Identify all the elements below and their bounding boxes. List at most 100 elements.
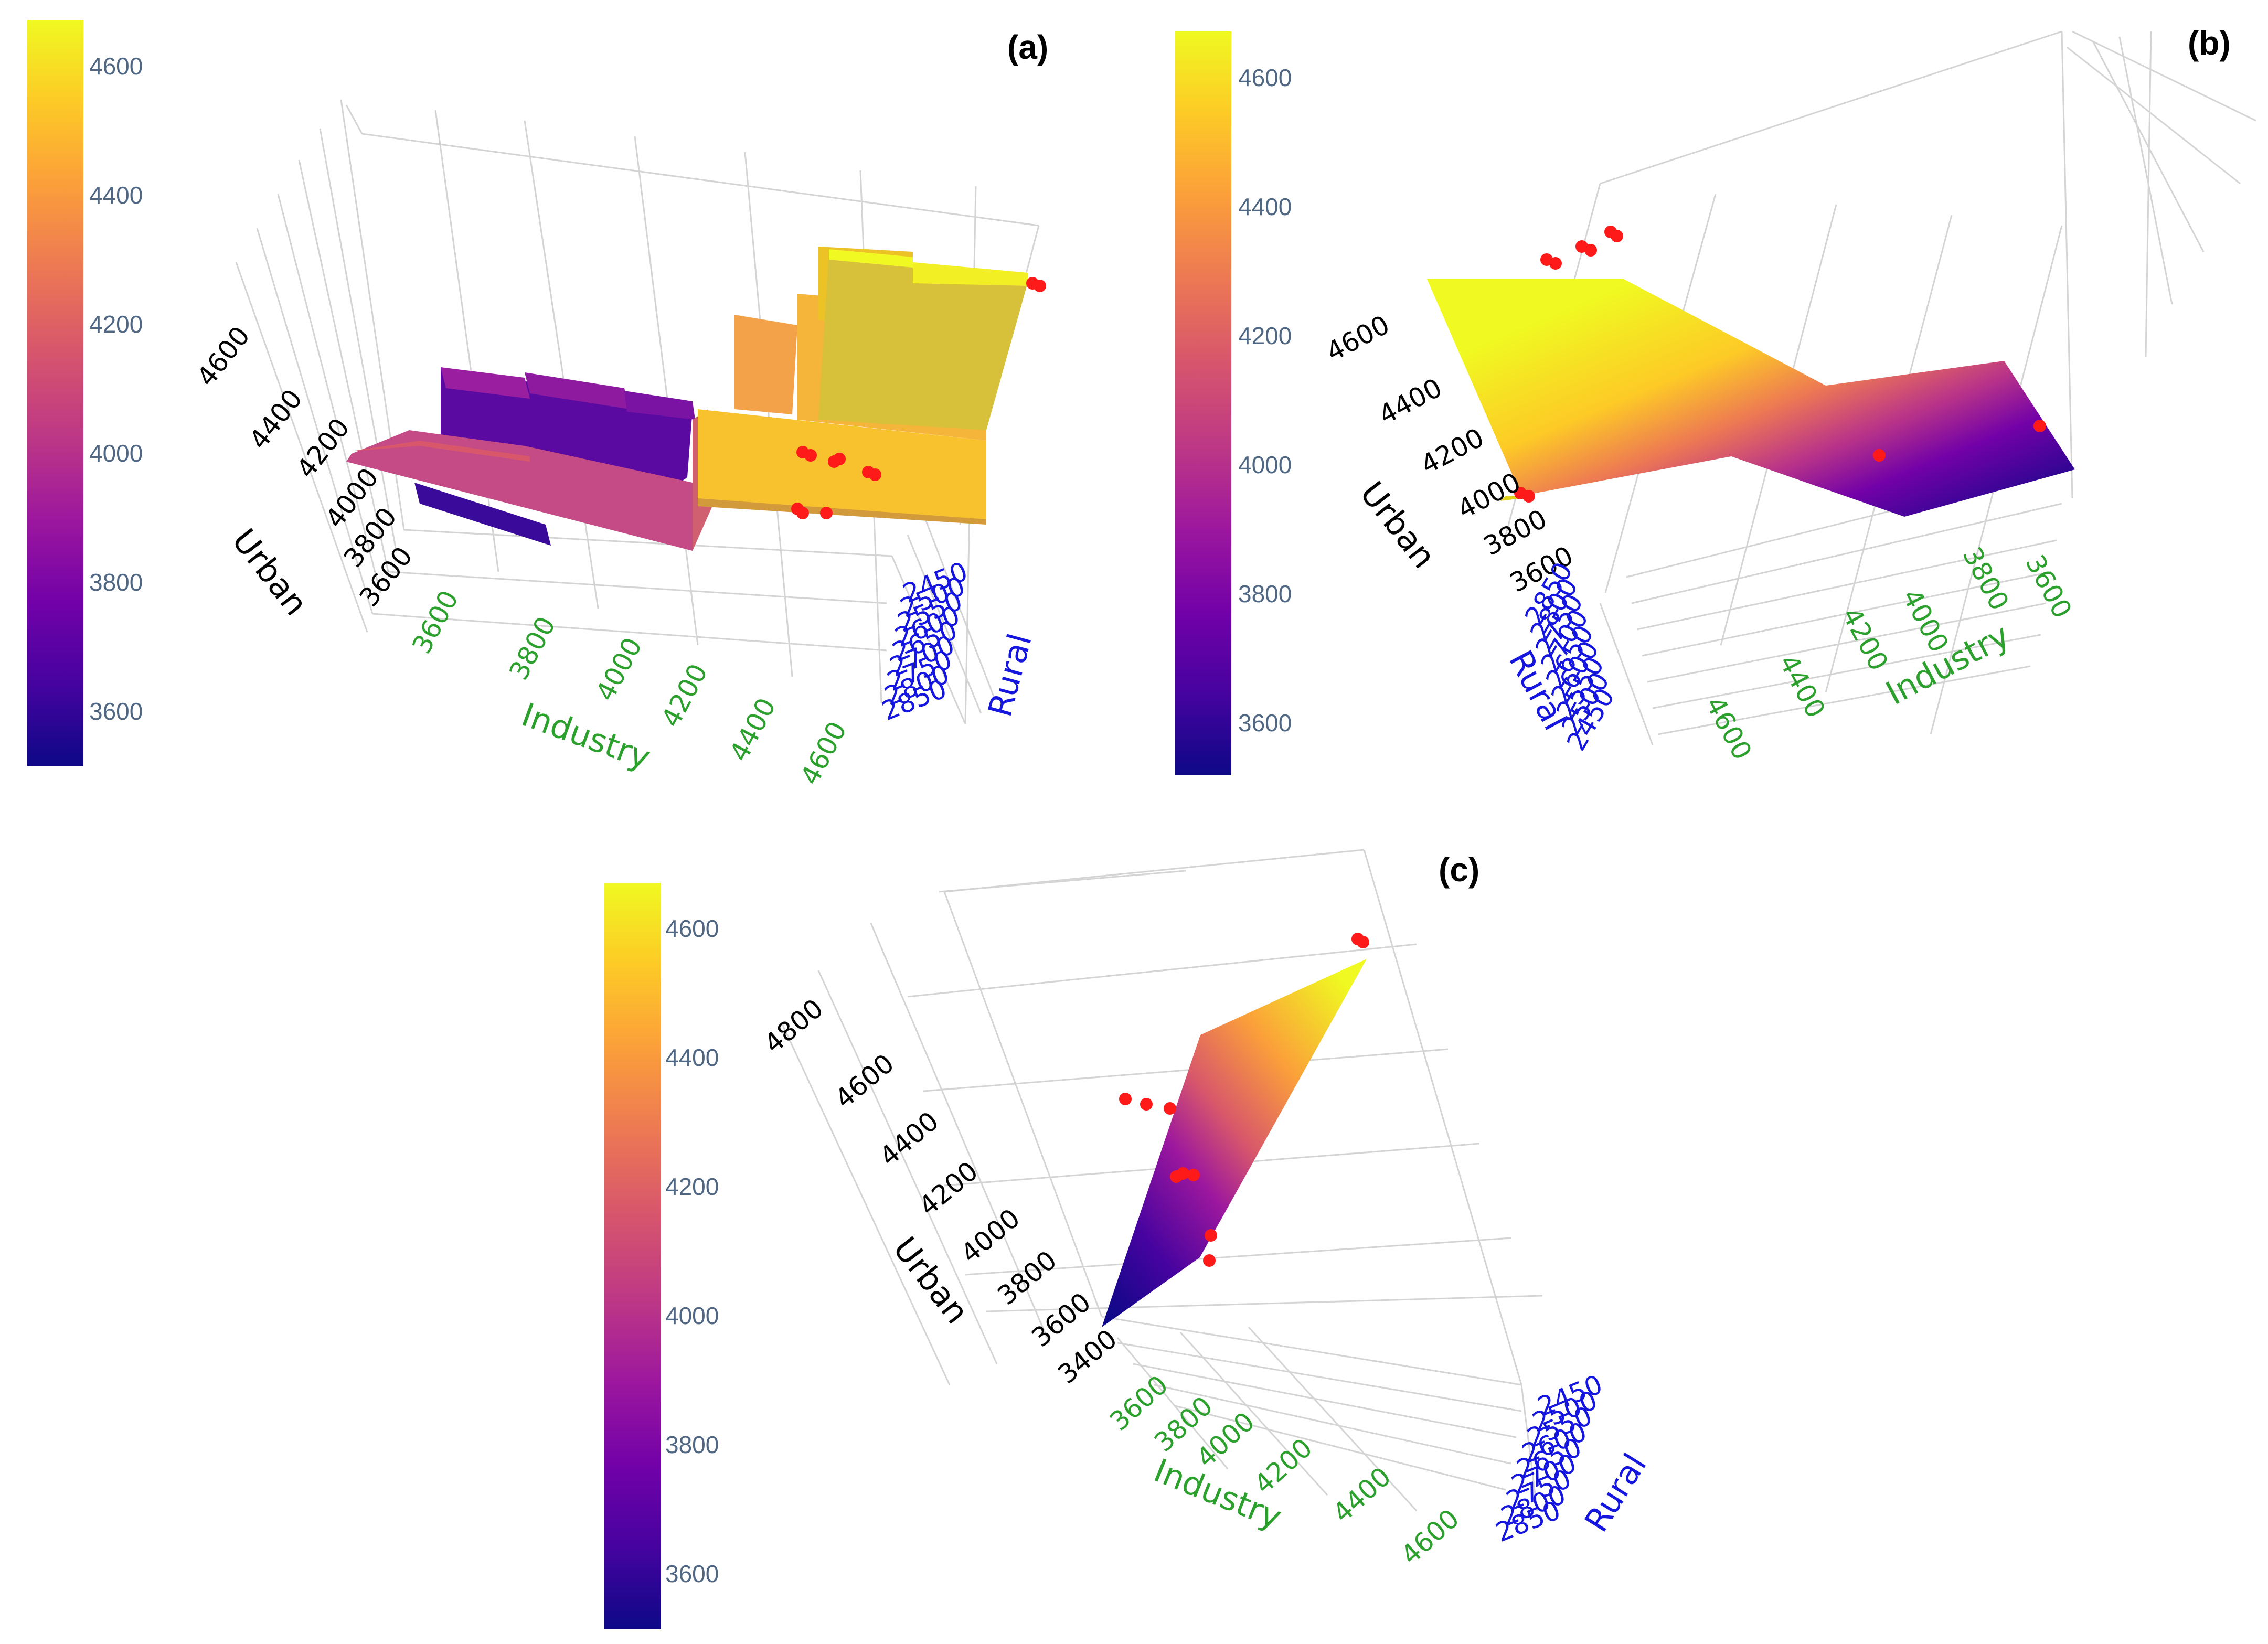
surface-a-step bbox=[913, 262, 1028, 286]
colorbar-c-tick: 4400 bbox=[665, 1044, 719, 1071]
industry-tick: 4600 bbox=[1395, 1503, 1465, 1571]
panel-label-b: (b) bbox=[2188, 24, 2231, 62]
data-point bbox=[1203, 1254, 1216, 1267]
panel-c: 4600 4400 4200 4000 3800 3600 (c) bbox=[604, 849, 1654, 1629]
surface-a-step bbox=[698, 498, 986, 525]
data-point bbox=[1164, 1102, 1176, 1115]
industry-tick: 4600 bbox=[794, 717, 853, 790]
urban-tick: 4000 bbox=[955, 1203, 1026, 1269]
colorbar-a-tick: 4000 bbox=[89, 440, 143, 467]
colorbar-b-tick: 4600 bbox=[1238, 64, 1292, 91]
urban-tick: 4600 bbox=[829, 1048, 900, 1114]
colorbar-a-tick: 4600 bbox=[89, 52, 143, 80]
urban-axis-c: 3400 3600 3800 4000 4200 4400 4600 4800 … bbox=[758, 993, 1123, 1390]
industry-tick: 4600 bbox=[1699, 691, 1758, 765]
data-point bbox=[796, 507, 809, 519]
data-point bbox=[820, 507, 833, 519]
data-point bbox=[1034, 280, 1046, 292]
rural-title: Rural bbox=[1577, 1447, 1654, 1539]
colorbar-c-tick: 4600 bbox=[665, 915, 719, 942]
urban-tick: 4400 bbox=[1373, 372, 1447, 431]
points-c bbox=[1119, 933, 1369, 1267]
colorbar-a-tick: 4200 bbox=[89, 311, 143, 338]
rural-axis-a: 2450 2500 2550 2600 2650 2700 2750 2800 … bbox=[878, 556, 1039, 727]
urban-tick: 4200 bbox=[1415, 422, 1489, 481]
data-point bbox=[1549, 257, 1562, 270]
urban-tick: 4600 bbox=[1321, 309, 1394, 368]
surface-b bbox=[1427, 279, 2075, 517]
colorbar-c-tick: 4000 bbox=[665, 1302, 719, 1329]
industry-tick: 4400 bbox=[723, 693, 782, 766]
panel-label-c: (c) bbox=[1439, 851, 1479, 889]
colorbar-a-gradient bbox=[27, 20, 83, 766]
colorbar-c-tick: 3600 bbox=[665, 1560, 719, 1587]
data-point bbox=[1205, 1229, 1217, 1242]
surface-a-step bbox=[352, 441, 530, 462]
colorbar-a-tick: 3600 bbox=[89, 698, 143, 725]
data-point bbox=[1611, 230, 1623, 242]
data-point bbox=[1522, 490, 1535, 503]
industry-tick: 4200 bbox=[655, 659, 714, 732]
industry-axis-a: 3600 3800 4000 4200 4400 4600 Industry bbox=[406, 585, 853, 790]
colorbar-a: 4600 4400 4200 4000 3800 3600 bbox=[27, 20, 143, 766]
surface-c-plane bbox=[1102, 959, 1367, 1327]
colorbar-a-tick: 3800 bbox=[89, 569, 143, 596]
panel-a: 4600 4400 4200 4000 3800 3600 (a) bbox=[27, 20, 1048, 790]
industry-tick: 4200 bbox=[1836, 602, 1894, 676]
urban-tick: 4600 bbox=[191, 321, 256, 392]
industry-tick: 4000 bbox=[590, 633, 648, 706]
colorbar-b-tick: 3800 bbox=[1238, 580, 1292, 607]
rural-axis-c: 2450 2500 2550 2600 2650 2700 2750 2800 … bbox=[1492, 1369, 1654, 1548]
urban-title: Urban bbox=[225, 521, 315, 623]
rural-title: Rural bbox=[981, 629, 1039, 721]
urban-tick: 4200 bbox=[291, 412, 356, 484]
industry-tick: 3800 bbox=[503, 612, 561, 685]
surface-a-step bbox=[818, 252, 1028, 430]
surface-a-step bbox=[441, 367, 530, 399]
data-point bbox=[1873, 449, 1886, 462]
surface-c bbox=[1102, 959, 1367, 1327]
colorbar-b-tick: 4000 bbox=[1238, 451, 1292, 478]
panel-b: 4600 4400 4200 4000 3800 3600 (b) bbox=[1175, 24, 2256, 775]
surface-a-step bbox=[829, 249, 913, 268]
colorbar-c-tick: 3800 bbox=[665, 1431, 719, 1458]
colorbar-b-tick: 4400 bbox=[1238, 193, 1292, 220]
colorbar-b-tick: 4200 bbox=[1238, 322, 1292, 349]
surface-a bbox=[346, 247, 1028, 551]
industry-title: Industry bbox=[517, 695, 656, 777]
data-point bbox=[1177, 1167, 1189, 1180]
colorbar-b-tick: 3600 bbox=[1238, 709, 1292, 736]
surface-a-step bbox=[346, 430, 693, 551]
urban-title: Urban bbox=[1353, 474, 1443, 575]
panel-label-a: (a) bbox=[1007, 28, 1048, 66]
points-b bbox=[1514, 226, 2046, 503]
industry-axis-c: 3600 3800 4000 4200 4400 4600 Industry bbox=[1104, 1370, 1465, 1571]
data-point bbox=[1357, 936, 1369, 948]
surface-a-step bbox=[525, 372, 630, 409]
colorbar-c-gradient bbox=[604, 883, 661, 1629]
industry-tick: 3800 bbox=[1956, 542, 2015, 615]
colorbar-b-gradient bbox=[1175, 31, 1231, 775]
industry-tick: 3600 bbox=[406, 585, 464, 659]
data-point bbox=[1140, 1098, 1153, 1111]
urban-tick: 4400 bbox=[243, 383, 308, 455]
surface-a-step bbox=[734, 315, 797, 414]
surface-a-step bbox=[414, 483, 551, 546]
data-point bbox=[804, 449, 817, 462]
colorbar-b: 4600 4400 4200 4000 3800 3600 bbox=[1175, 31, 1292, 775]
data-point bbox=[1119, 1093, 1132, 1105]
data-point bbox=[2033, 420, 2046, 432]
industry-tick: 3600 bbox=[2019, 550, 2078, 623]
gridlines-c bbox=[781, 849, 1543, 1512]
data-point bbox=[1187, 1169, 1200, 1181]
urban-axis-a: 3600 3800 4000 4200 4400 4600 Urban bbox=[191, 321, 419, 623]
data-point bbox=[1584, 244, 1597, 257]
industry-tick: 4400 bbox=[1327, 1461, 1397, 1529]
surface-a-step bbox=[624, 391, 695, 420]
surface-b-plane bbox=[1427, 279, 2075, 517]
data-point bbox=[833, 453, 846, 465]
colorbar-a-tick: 4400 bbox=[89, 182, 143, 209]
colorbar-c: 4600 4400 4200 4000 3800 3600 bbox=[604, 883, 719, 1629]
urban-tick: 3800 bbox=[992, 1245, 1062, 1311]
